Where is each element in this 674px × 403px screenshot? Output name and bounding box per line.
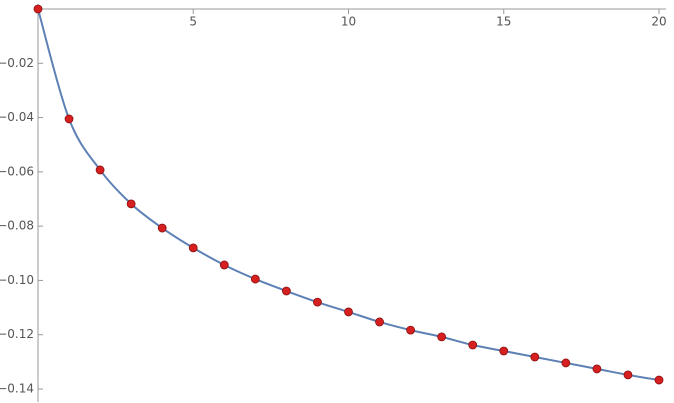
point <box>281 286 291 296</box>
point <box>623 370 633 380</box>
point <box>499 346 509 356</box>
point <box>468 340 478 350</box>
point <box>95 165 105 175</box>
point <box>530 352 540 362</box>
point <box>313 297 322 307</box>
point <box>561 358 571 368</box>
y-tick-label: −0.14 <box>0 382 34 396</box>
x-tick-label: 15 <box>496 15 511 29</box>
point <box>406 325 416 335</box>
point <box>188 243 198 253</box>
point <box>219 260 229 270</box>
x-tick-label: 20 <box>651 15 666 29</box>
y-tick-label: −0.08 <box>0 219 34 233</box>
point <box>375 317 384 327</box>
point <box>437 332 447 342</box>
curve <box>37 8 660 382</box>
x-tick-label: 10 <box>341 15 356 29</box>
point <box>654 375 664 385</box>
y-tick-label: −0.12 <box>0 327 34 341</box>
y-tick-label: −0.10 <box>0 273 34 287</box>
point <box>33 4 43 14</box>
y-tick-label: −0.02 <box>0 56 34 70</box>
point <box>344 307 353 317</box>
point <box>64 114 74 124</box>
point <box>250 274 260 284</box>
point <box>592 364 602 374</box>
x-tick-label: 5 <box>189 15 197 29</box>
y-tick-label: −0.04 <box>0 110 34 124</box>
point <box>126 199 136 209</box>
point <box>157 223 167 233</box>
y-tick-label: −0.06 <box>0 164 34 178</box>
